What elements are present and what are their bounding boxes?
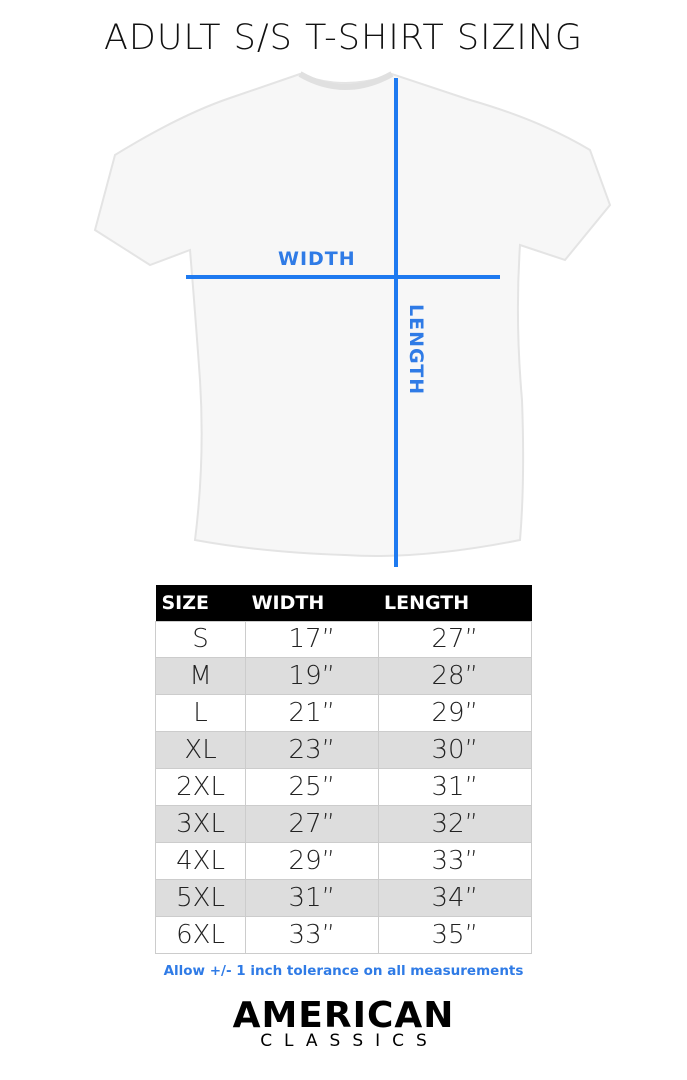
size-cell: 2XL xyxy=(154,768,247,806)
width-cell: 31” xyxy=(245,878,379,917)
size-cell: L xyxy=(154,694,247,733)
width-cell: 25” xyxy=(245,768,379,806)
page-title: ADULT S/S T-SHIRT SIZING xyxy=(103,18,584,58)
size-cell: 6XL xyxy=(154,915,247,954)
length-cell: 35” xyxy=(377,915,533,954)
tolerance-note: Allow +/- 1 inch tolerance on all measur… xyxy=(163,963,524,979)
table-row: M 19” 28” xyxy=(154,657,533,696)
header-size: SIZE xyxy=(155,585,246,621)
width-cell: 27” xyxy=(245,804,379,843)
size-cell: S xyxy=(154,620,247,659)
size-cell: 3XL xyxy=(154,804,247,843)
width-cell: 19” xyxy=(245,657,379,696)
length-cell: 30” xyxy=(377,731,533,770)
table-row: 5XL 31” 34” xyxy=(154,878,533,917)
brand-line2: CLASSICS xyxy=(260,1031,439,1051)
tshirt-collar xyxy=(298,71,394,90)
width-cell: 29” xyxy=(245,841,379,880)
table-row: 3XL 27” 32” xyxy=(154,804,533,843)
length-cell: 31” xyxy=(377,768,533,806)
table-row: 2XL 25” 31” xyxy=(154,768,533,806)
length-cell: 29” xyxy=(377,694,533,733)
length-cell: 34” xyxy=(377,878,533,917)
width-label: WIDTH xyxy=(278,248,356,270)
table-row: 6XL 33” 35” xyxy=(154,915,533,954)
width-cell: 23” xyxy=(245,731,379,770)
length-cell: 33” xyxy=(377,841,533,880)
table-row: XL 23” 30” xyxy=(154,731,533,770)
size-cell: 4XL xyxy=(154,841,247,880)
table-row: L 21” 29” xyxy=(154,694,533,733)
length-cell: 28” xyxy=(377,657,533,696)
size-table: SIZE WIDTH LENGTH S 17” 27” M 19” 28” L 21” 29” X… xyxy=(154,585,533,954)
brand-line1: AMERICAN xyxy=(232,995,455,1036)
length-label: LENGTH xyxy=(405,304,427,396)
header-length: LENGTH xyxy=(378,585,532,621)
tshirt-diagram xyxy=(93,71,612,567)
width-cell: 21” xyxy=(245,694,379,733)
width-cell: 33” xyxy=(245,915,379,954)
length-cell: 32” xyxy=(377,804,533,843)
table-row: 4XL 29” 33” xyxy=(154,841,533,880)
tshirt-shape xyxy=(93,72,612,557)
width-cell: 17” xyxy=(245,620,379,659)
header-width: WIDTH xyxy=(245,585,379,621)
size-cell: XL xyxy=(154,731,247,770)
size-cell: 5XL xyxy=(154,878,247,917)
table-row: S 17” 27” xyxy=(154,620,533,659)
length-cell: 27” xyxy=(377,620,533,659)
size-cell: M xyxy=(154,657,247,696)
